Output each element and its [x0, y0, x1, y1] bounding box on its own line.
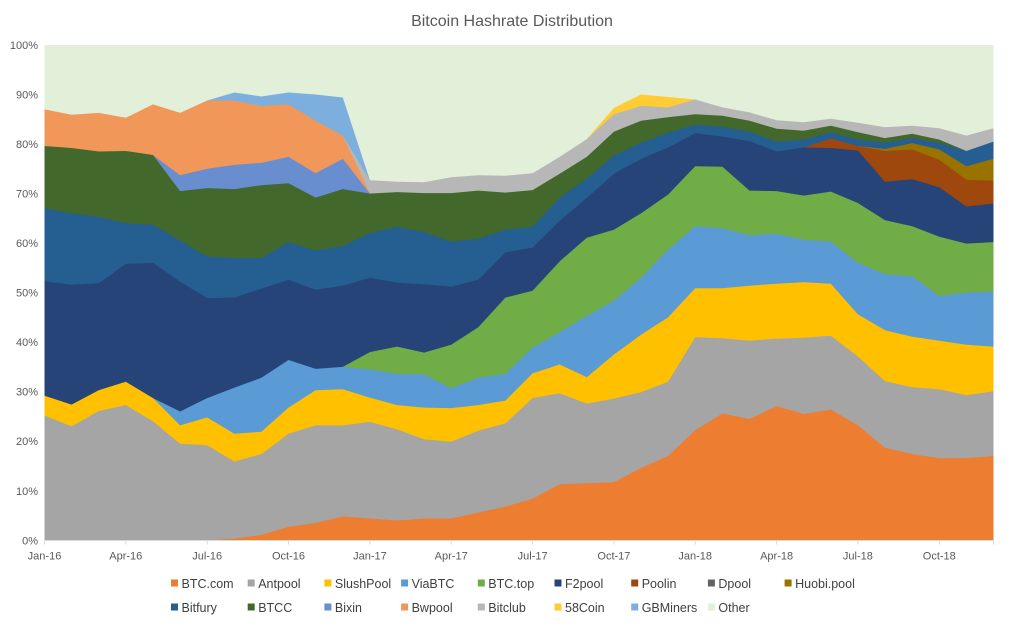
svg-text:Bixin: Bixin: [335, 601, 362, 615]
svg-text:Bitclub: Bitclub: [488, 601, 526, 615]
svg-text:Apr-16: Apr-16: [109, 551, 142, 563]
svg-text:Jul-16: Jul-16: [192, 551, 222, 563]
svg-text:Antpool: Antpool: [258, 577, 300, 591]
svg-text:Bitcoin Hashrate Distribution: Bitcoin Hashrate Distribution: [411, 13, 613, 30]
svg-text:Jan-16: Jan-16: [28, 551, 62, 563]
svg-text:Dpool: Dpool: [718, 577, 751, 591]
svg-text:BTCC: BTCC: [258, 601, 292, 615]
svg-text:F2pool: F2pool: [565, 577, 603, 591]
svg-text:Oct-16: Oct-16: [272, 551, 305, 563]
svg-text:70%: 70%: [16, 189, 38, 201]
svg-text:Bwpool: Bwpool: [412, 601, 453, 615]
svg-text:20%: 20%: [16, 436, 38, 448]
svg-text:10%: 10%: [16, 486, 38, 498]
svg-text:60%: 60%: [16, 238, 38, 250]
svg-text:Oct-17: Oct-17: [597, 551, 630, 563]
svg-text:GBMiners: GBMiners: [642, 601, 698, 615]
svg-text:100%: 100%: [10, 40, 38, 52]
svg-text:BTC.top: BTC.top: [488, 577, 534, 591]
svg-text:Bitfury: Bitfury: [182, 601, 218, 615]
svg-text:Jul-18: Jul-18: [843, 551, 873, 563]
svg-text:Jan-18: Jan-18: [678, 551, 712, 563]
svg-text:40%: 40%: [16, 337, 38, 349]
svg-text:Huobi.pool: Huobi.pool: [795, 577, 855, 591]
svg-text:Apr-17: Apr-17: [435, 551, 468, 563]
svg-text:80%: 80%: [16, 139, 38, 151]
svg-text:Jul-17: Jul-17: [518, 551, 548, 563]
svg-text:Apr-18: Apr-18: [760, 551, 793, 563]
svg-text:58Coin: 58Coin: [565, 601, 605, 615]
svg-text:BTC.com: BTC.com: [182, 577, 234, 591]
svg-text:Other: Other: [718, 601, 749, 615]
svg-text:50%: 50%: [16, 288, 38, 300]
svg-text:Poolin: Poolin: [642, 577, 677, 591]
svg-text:Jan-17: Jan-17: [353, 551, 387, 563]
svg-text:30%: 30%: [16, 387, 38, 399]
svg-text:90%: 90%: [16, 90, 38, 102]
svg-text:SlushPool: SlushPool: [335, 577, 391, 591]
svg-text:ViaBTC: ViaBTC: [412, 577, 455, 591]
svg-text:Oct-18: Oct-18: [923, 551, 956, 563]
svg-text:0%: 0%: [22, 535, 38, 547]
